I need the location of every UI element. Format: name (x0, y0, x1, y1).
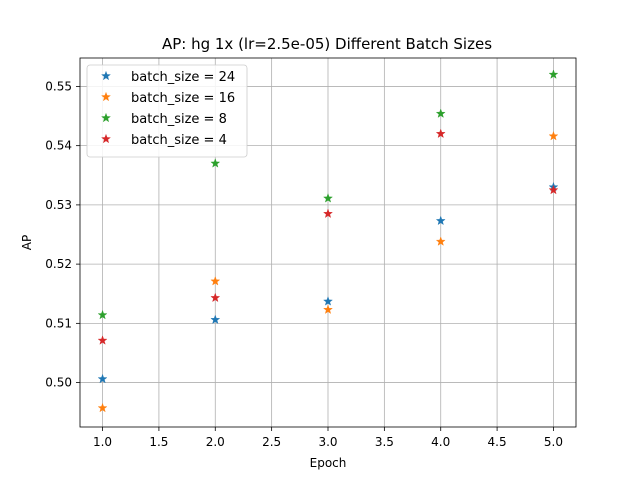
data-point (97, 373, 108, 384)
x-axis-label: Epoch (310, 456, 347, 470)
x-tick-label: 3.5 (375, 435, 394, 449)
legend-label: batch_size = 8 (131, 112, 227, 127)
legend-box (86, 64, 248, 158)
x-tick-label: 3.0 (318, 435, 337, 449)
y-tick-label: 0.53 (45, 198, 72, 212)
data-point (435, 236, 446, 246)
data-point (323, 304, 333, 314)
data-point (323, 208, 333, 218)
x-tick-label: 2.0 (206, 435, 225, 449)
axis-ticks: 1.0 1.5 2.0 2.5 3.0 3.5 4.0 4.5 5.0 0.50 0.51 0.52 0… (45, 79, 563, 449)
legend-label: batch_size = 24 (131, 70, 235, 85)
data-point (97, 402, 108, 413)
chart-title: AP: hg 1x (lr=2.5e-05) Different Batch S… (162, 35, 492, 53)
data-point (435, 215, 446, 226)
y-tick-label: 0.51 (45, 316, 72, 330)
x-tick-label: 4.5 (488, 435, 507, 449)
y-tick-label: 0.50 (45, 376, 72, 390)
data-point (210, 158, 221, 168)
x-tick-label: 4.0 (431, 435, 450, 449)
data-points (97, 69, 559, 413)
data-point (548, 130, 559, 141)
legend-marker (101, 70, 111, 81)
x-tick-label: 2.5 (262, 435, 281, 449)
legend-marker (101, 112, 111, 123)
x-tick-label: 1.5 (149, 435, 168, 449)
data-point (323, 193, 333, 203)
data-point (97, 309, 108, 320)
legend-label: batch_size = 4 (131, 133, 227, 148)
y-axis-label: AP (20, 235, 34, 250)
x-tick-label: 5.0 (544, 435, 563, 449)
x-tick-label: 1.0 (93, 435, 112, 449)
data-point (210, 314, 221, 324)
legend-marker (101, 133, 111, 144)
legend-marker (101, 91, 111, 102)
data-point (435, 128, 446, 139)
data-point (435, 108, 446, 118)
y-tick-label: 0.52 (45, 257, 72, 271)
plot-frame (79, 57, 577, 428)
data-point (210, 276, 221, 286)
data-point (323, 296, 333, 306)
legend: batch_size = 24 batch_size = 16 batch_size… (86, 64, 248, 158)
data-point (548, 69, 559, 79)
data-point (210, 292, 221, 303)
data-point (548, 184, 559, 195)
data-point (97, 335, 108, 345)
legend-label: batch_size = 16 (131, 91, 235, 106)
y-tick-label: 0.54 (45, 139, 72, 153)
y-tick-label: 0.55 (45, 79, 72, 93)
